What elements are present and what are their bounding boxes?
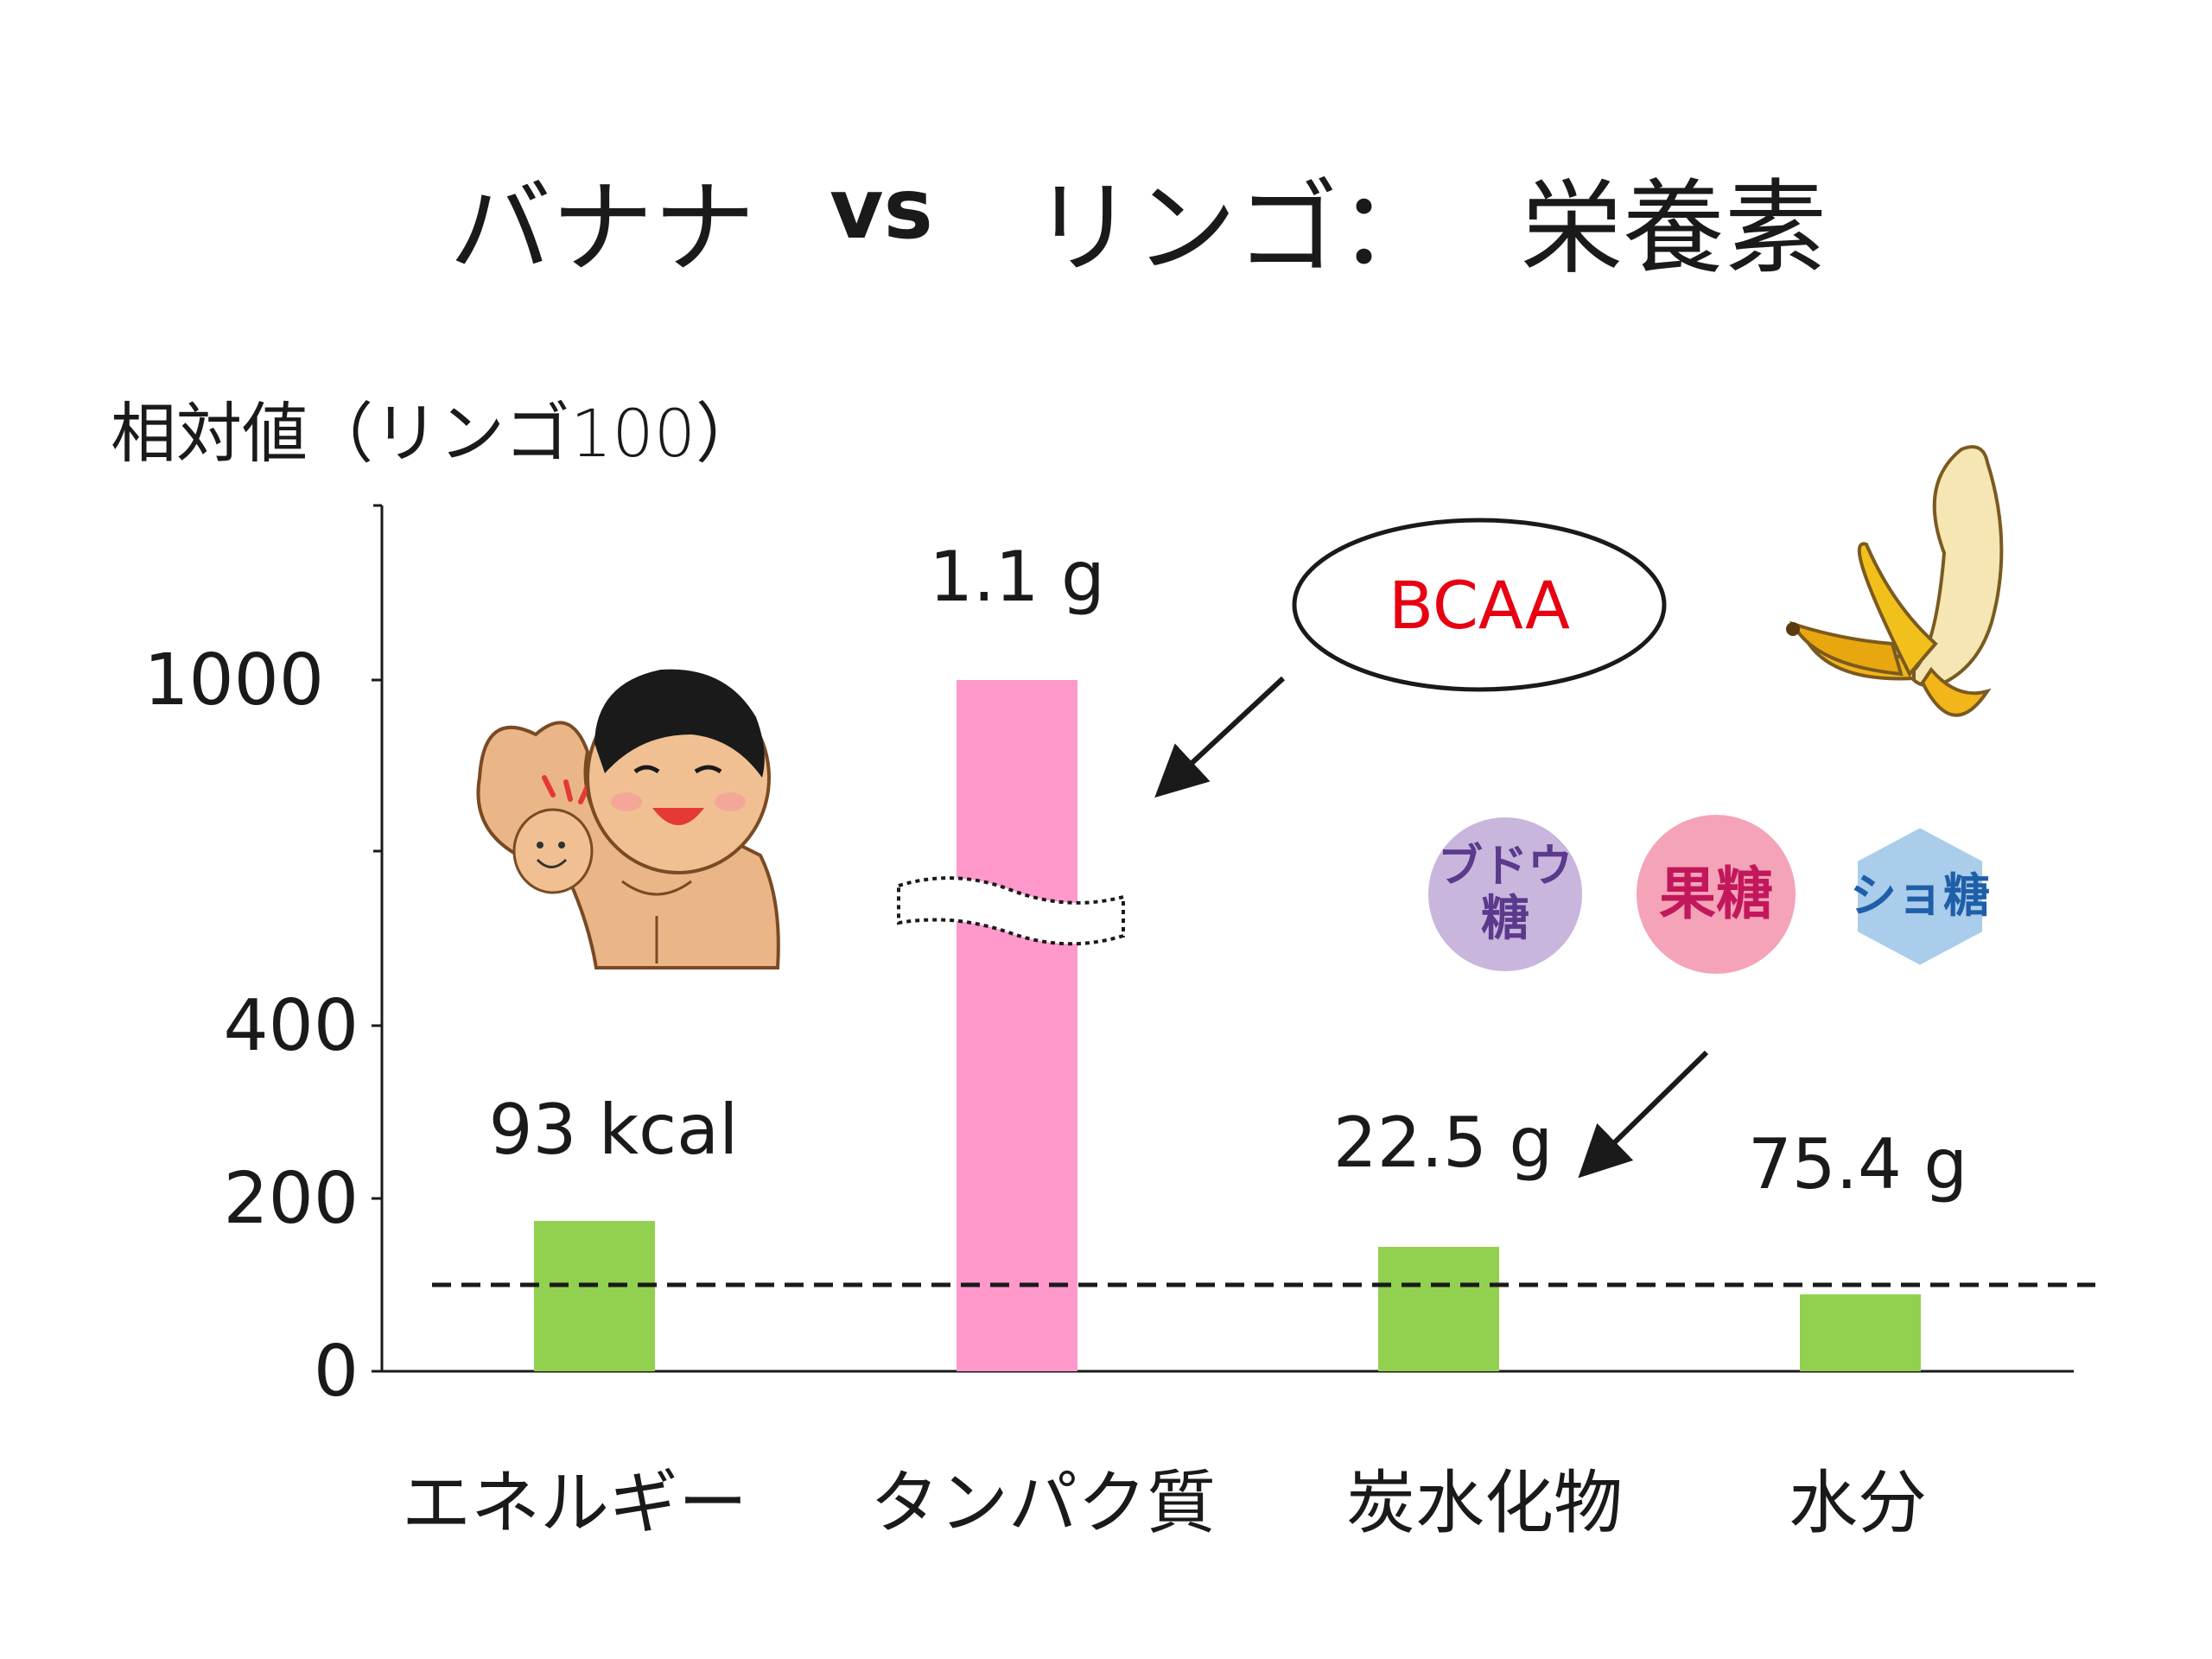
bcaa-arrow xyxy=(1154,676,1286,798)
category-label-2: 炭水化物 xyxy=(1346,1463,1623,1543)
sugar-glucose-line2: 糖 xyxy=(1481,891,1529,947)
peeled-banana-icon xyxy=(1786,445,2004,717)
title-vs: vs xyxy=(830,161,933,257)
bar-0 xyxy=(534,1221,655,1371)
sugar-arrow xyxy=(1578,1050,1709,1179)
bcaa-label: BCAA xyxy=(1389,567,1570,644)
sugar-glucose-line1: ブドウ xyxy=(1438,841,1573,893)
data-label-2: 22.5 g xyxy=(1333,1103,1553,1183)
title-part-banana: バナナ xyxy=(449,168,756,288)
title-part-nutrients: 栄養素 xyxy=(1521,168,1827,288)
sugar-badges-icon: ブドウ 糖 果糖 ショ糖 ブドウ糖 xyxy=(1423,810,1990,1016)
sugar-glucose-label: ブドウ糖 xyxy=(1503,1014,1507,1016)
data-label-1: 1.1 g xyxy=(929,537,1104,617)
bcaa-callout xyxy=(1292,518,1667,692)
data-labels: 93 kcal 1.1 g 22.5 g 75.4 g xyxy=(489,537,1968,1205)
category-labels: エネルギー タンパク質 炭水化物 水分 xyxy=(402,1463,1927,1543)
category-label-1: タンパク質 xyxy=(870,1463,1216,1543)
category-label-3: 水分 xyxy=(1789,1463,1927,1543)
y-tick-label: 400 xyxy=(223,985,359,1067)
data-label-0: 93 kcal xyxy=(489,1090,739,1170)
category-label-0: エネルギー xyxy=(402,1463,747,1543)
axis-break-mark xyxy=(897,876,1125,946)
sugar-fructose-label: 果糖 xyxy=(1659,861,1773,927)
title-part-apple: リンゴ： xyxy=(1033,168,1441,288)
y-tick-label: 0 xyxy=(314,1331,359,1413)
muscle-man-icon xyxy=(476,669,780,969)
sugar-sucrose-label: ショ糖 xyxy=(1850,868,1990,923)
bar-1 xyxy=(957,680,1077,1371)
bar-2 xyxy=(1378,1247,1499,1371)
bar-3 xyxy=(1800,1294,1921,1371)
data-label-3: 75.4 g xyxy=(1748,1124,1967,1205)
y-tick-label: 1000 xyxy=(143,639,324,721)
bars xyxy=(534,680,1921,1371)
y-ticks: 0 200 400 1000 xyxy=(143,639,382,1413)
y-axis-label: 相対値（リンゴ100） xyxy=(111,395,762,472)
y-tick-label: 200 xyxy=(223,1158,359,1240)
slide-title: バナナ vs リンゴ： 栄養素 xyxy=(0,145,2212,288)
